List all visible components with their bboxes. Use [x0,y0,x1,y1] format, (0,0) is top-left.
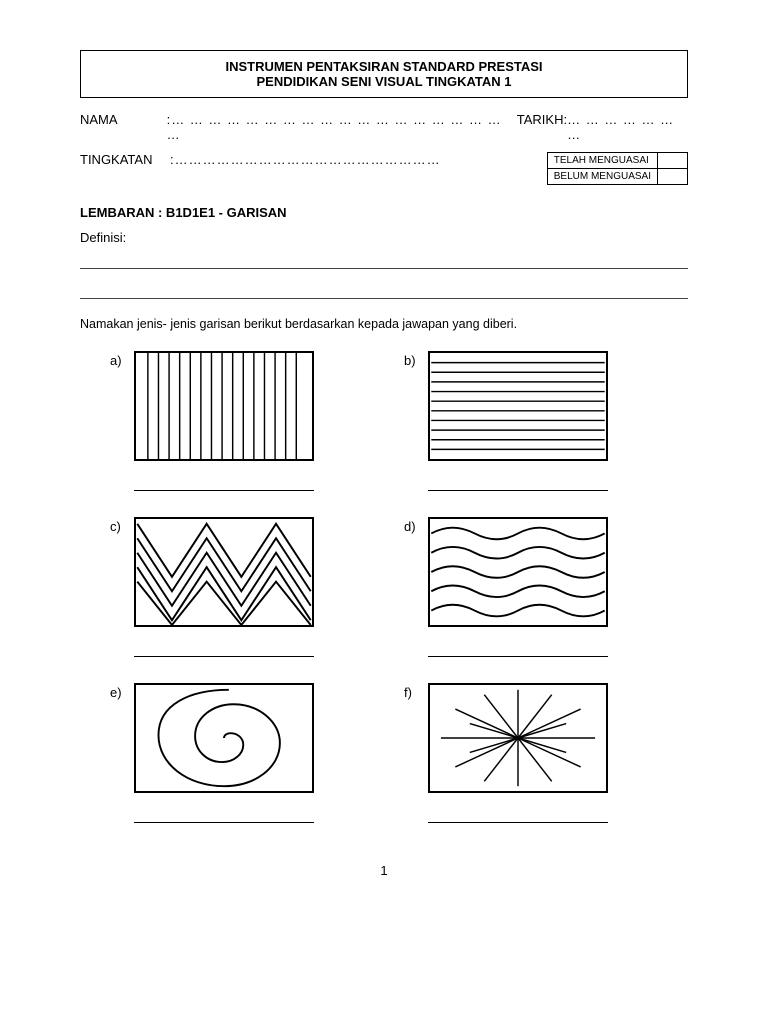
label-e: e) [110,683,134,700]
label-b: b) [404,351,428,368]
answer-a[interactable] [134,471,314,491]
definisi-line-1[interactable] [80,251,688,269]
nama-dots: :… … … … … … … … … … … … … … … … … … … [167,112,507,142]
answer-f[interactable] [428,803,608,823]
answer-b[interactable] [428,471,608,491]
lembaran-title: LEMBARAN : B1D1E1 - GARISAN [80,205,688,220]
label-f: f) [404,683,428,700]
tarikh-dots: … … … … … … … [567,112,688,142]
row-tingkatan: TINGKATAN :………………………………………………… TELAH MEN… [80,152,688,185]
page-number: 1 [80,863,688,878]
row-nama: NAMA :… … … … … … … … … … … … … … … … … … [80,112,688,142]
pattern-a-vertical-lines [134,351,314,461]
cell-a: a) [110,351,364,491]
tingkatan-label: TINGKATAN [80,152,170,167]
header-box: INSTRUMEN PENTAKSIRAN STANDARD PRESTASI … [80,50,688,98]
cell-c: c) [110,517,364,657]
pattern-f-radial [428,683,608,793]
pattern-e-spiral [134,683,314,793]
header-line2: PENDIDIKAN SENI VISUAL TINGKATAN 1 [91,74,677,89]
pattern-d-wavy [428,517,608,627]
cell-d: d) [404,517,658,657]
cell-e: e) [110,683,364,823]
status-telah: TELAH MENGUASAI [547,153,657,169]
cell-b: b) [404,351,658,491]
answer-c[interactable] [134,637,314,657]
label-d: d) [404,517,428,534]
pattern-b-horizontal-lines [428,351,608,461]
answer-d[interactable] [428,637,608,657]
tarikh-label: TARIKH: [517,112,567,142]
cell-f: f) [404,683,658,823]
status-table: TELAH MENGUASAI BELUM MENGUASAI [547,152,688,185]
definisi-line-2[interactable] [80,281,688,299]
status-belum-check[interactable] [658,169,688,185]
nama-label: NAMA [80,112,167,142]
label-a: a) [110,351,134,368]
pattern-c-zigzag [134,517,314,627]
tingkatan-dots: :………………………………………………… [170,152,441,167]
status-telah-check[interactable] [658,153,688,169]
definisi-label: Definisi: [80,230,688,245]
status-belum: BELUM MENGUASAI [547,169,657,185]
answer-e[interactable] [134,803,314,823]
label-c: c) [110,517,134,534]
instruction-text: Namakan jenis- jenis garisan berikut ber… [80,317,688,331]
header-line1: INSTRUMEN PENTAKSIRAN STANDARD PRESTASI [91,59,677,74]
pattern-grid: a) b) [80,351,688,823]
